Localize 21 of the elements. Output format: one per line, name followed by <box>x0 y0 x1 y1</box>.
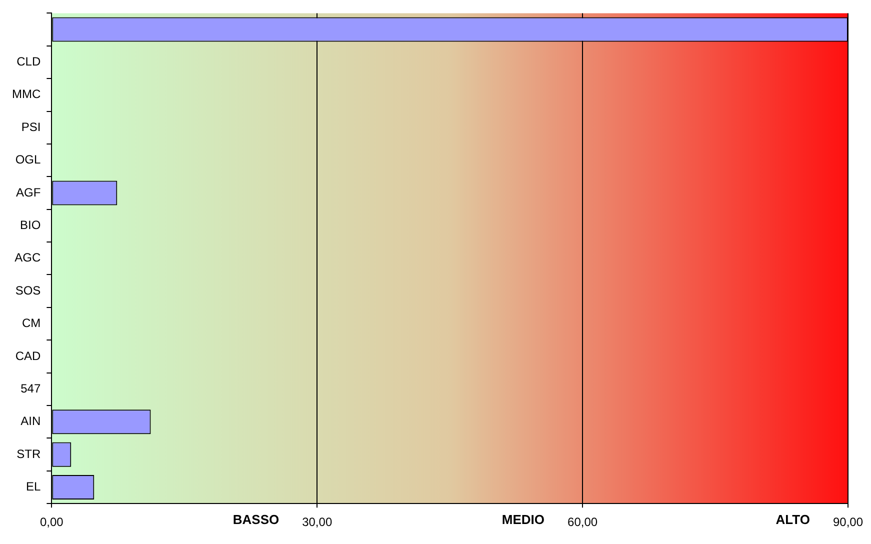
y-tick-label: STR <box>16 446 41 461</box>
y-tick-label: BIO <box>20 218 41 232</box>
y-tick-label: CLD <box>16 54 41 69</box>
y-tick-label: SOS <box>15 283 41 298</box>
y-tick-label: PSI <box>21 120 41 134</box>
y-tick-label: MMC <box>12 87 41 102</box>
x-tick-label: 30,00 <box>302 515 332 530</box>
y-tick-label: OGL <box>15 152 41 167</box>
y-tick-label: AGF <box>16 185 41 200</box>
y-tick-label: CAD <box>15 348 41 363</box>
x-tick-label: 0,00 <box>40 515 64 530</box>
x-tick-label: 60,00 <box>568 515 598 530</box>
band-label: MEDIO <box>502 512 545 528</box>
y-tick-label: AGC <box>14 250 41 265</box>
y-tick-label: CM <box>22 316 41 330</box>
y-tick-label: 547 <box>20 381 41 396</box>
y-tick-label: AIN <box>20 414 41 428</box>
band-label: BASSO <box>232 512 280 528</box>
band-label: ALTO <box>776 512 810 528</box>
x-tick-label: 90,00 <box>832 515 864 530</box>
y-tick-label: EL <box>26 480 41 494</box>
